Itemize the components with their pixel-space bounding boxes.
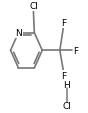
Text: F: F bbox=[61, 19, 66, 28]
Text: H: H bbox=[64, 80, 70, 89]
Text: N: N bbox=[15, 29, 22, 38]
Text: F: F bbox=[61, 71, 66, 80]
Text: Cl: Cl bbox=[29, 2, 38, 11]
Text: Cl: Cl bbox=[62, 101, 71, 109]
Text: F: F bbox=[73, 46, 78, 55]
